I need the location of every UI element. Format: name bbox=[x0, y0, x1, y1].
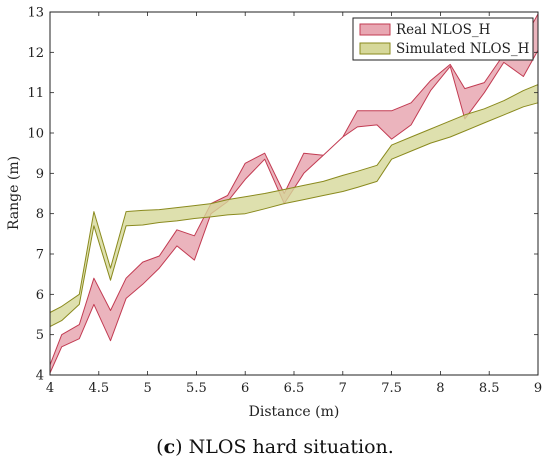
legend-label-simulated: Simulated NLOS_H bbox=[396, 41, 530, 57]
figure-caption: (c) NLOS hard situation. bbox=[0, 436, 550, 458]
y-tick-label: 12 bbox=[27, 46, 44, 61]
caption-letter: c bbox=[163, 436, 176, 458]
legend-swatch-simulated bbox=[359, 42, 391, 55]
y-tick-label: 6 bbox=[36, 288, 44, 303]
x-tick-label: 9 bbox=[534, 381, 542, 396]
x-tick-label: 5.5 bbox=[186, 381, 207, 396]
y-tick-label: 4 bbox=[36, 369, 44, 384]
legend-label-real: Real NLOS_H bbox=[396, 22, 491, 38]
y-tick-label: 7 bbox=[36, 248, 44, 263]
chart: 4 4.5 5 5.5 6 6.5 7 7.5 8 8.5 9 4 5 6 7 8 9 10 11 12 13 Dist… bbox=[6, 6, 542, 421]
legend-swatch-real bbox=[359, 23, 391, 36]
x-tick-label: 4 bbox=[46, 381, 54, 396]
y-tick-label: 10 bbox=[27, 127, 44, 142]
caption-open-paren: ( bbox=[156, 436, 164, 458]
y-tick-label: 9 bbox=[36, 167, 44, 182]
x-tick-label: 7.5 bbox=[381, 381, 402, 396]
y-tick-label: 13 bbox=[27, 6, 44, 21]
x-tick-label: 6 bbox=[241, 381, 249, 396]
legend: Real NLOS_H Simulated NLOS_H bbox=[352, 17, 534, 61]
caption-close-paren: ) bbox=[175, 436, 183, 458]
series-layer bbox=[49, 13, 539, 374]
ticks-layer: 4 4.5 5 5.5 6 6.5 7 7.5 8 8.5 9 4 5 6 7 8 9 10 11 12 13 bbox=[27, 6, 542, 397]
x-tick-label: 6.5 bbox=[284, 381, 305, 396]
caption-text: NLOS hard situation. bbox=[182, 436, 394, 458]
x-tick-label: 8 bbox=[436, 381, 444, 396]
x-tick-label: 4.5 bbox=[88, 381, 109, 396]
x-axis-label: Distance (m) bbox=[249, 404, 340, 420]
y-tick-label: 5 bbox=[36, 328, 44, 343]
plot-frame bbox=[49, 11, 539, 376]
y-tick-label: 8 bbox=[36, 207, 44, 222]
x-tick-label: 8.5 bbox=[479, 381, 500, 396]
x-tick-label: 7 bbox=[339, 381, 347, 396]
x-tick-label: 5 bbox=[143, 381, 151, 396]
y-axis-label: Range (m) bbox=[6, 156, 22, 230]
y-tick-label: 11 bbox=[27, 86, 44, 101]
